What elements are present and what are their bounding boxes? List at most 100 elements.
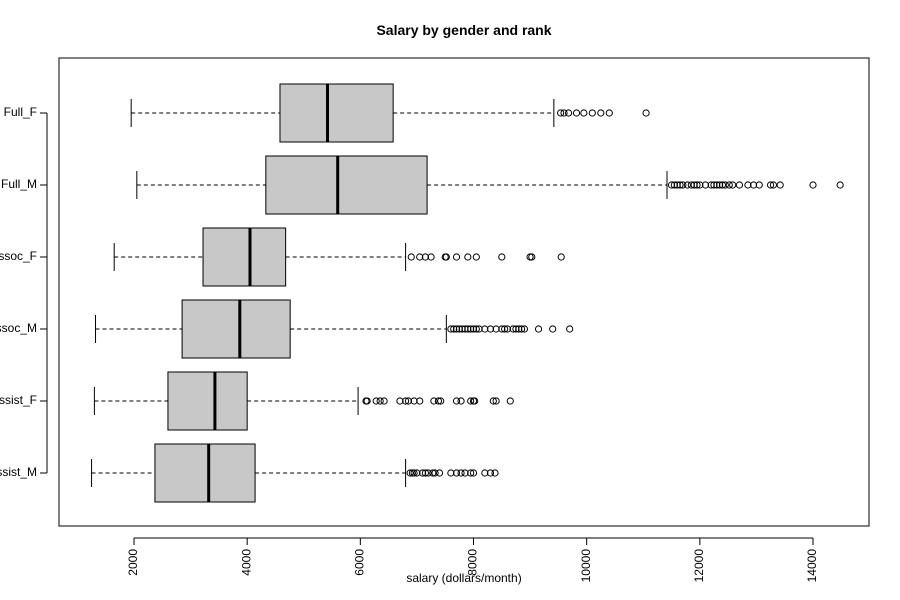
outlier-point	[776, 181, 784, 189]
outlier-point	[528, 253, 536, 261]
outlier-point	[450, 325, 458, 333]
outlier-point	[464, 325, 472, 333]
outlier-point	[472, 325, 480, 333]
outlier-point	[642, 109, 650, 117]
x-tick-label: 14000	[805, 549, 819, 583]
box-group-assist-m	[91, 443, 499, 503]
outlier-point	[670, 181, 678, 189]
outlier-point	[673, 181, 681, 189]
outlier-point	[452, 253, 461, 261]
outlier-point	[520, 325, 529, 333]
outlier-point	[729, 181, 737, 189]
outlier-point	[452, 325, 461, 333]
outlier-point	[534, 325, 543, 333]
y-axis: Full_F Full_M Assoc_F Assoc_M Assist_F Assist…	[0, 105, 48, 479]
box-group-assoc-f	[113, 227, 565, 287]
y-tick-label: Full_F	[4, 105, 37, 119]
outlier-point	[718, 181, 727, 189]
outlier-point	[588, 109, 596, 117]
outlier-point	[679, 181, 687, 189]
outlier-point	[509, 325, 517, 333]
outlier-point	[471, 397, 479, 405]
outlier-point	[416, 397, 424, 405]
outlier-point	[809, 181, 817, 189]
outlier-point	[469, 469, 478, 477]
outlier-point	[503, 325, 512, 333]
outlier-point	[676, 181, 684, 189]
x-tick-label: 2000	[126, 549, 140, 576]
x-tick-label: 4000	[239, 549, 253, 576]
y-tick-label: Assoc_F	[0, 249, 37, 263]
outlier-point	[376, 397, 384, 405]
x-axis-label: salary (dollars/month)	[406, 571, 521, 585]
iqr-box	[181, 299, 291, 359]
outlier-point	[427, 253, 435, 261]
iqr-box	[167, 371, 248, 431]
outlier-point	[506, 397, 514, 405]
outlier-point	[687, 181, 695, 189]
outlier-point	[467, 397, 475, 405]
outlier-point	[605, 109, 613, 117]
outlier-point	[489, 397, 497, 405]
outlier-point	[416, 253, 424, 261]
outlier-point	[486, 325, 495, 333]
outlier-point	[472, 253, 480, 261]
outlier-point	[467, 325, 475, 333]
chart-title: Salary by gender and rank	[376, 22, 551, 38]
outlier-point	[363, 397, 371, 405]
outlier-point	[372, 397, 380, 405]
y-tick-label: Full_M	[1, 177, 37, 191]
outlier-point	[410, 397, 418, 405]
outlier-point	[716, 181, 724, 189]
outlier-point	[491, 469, 499, 477]
outlier-point	[431, 469, 439, 477]
outlier-point	[447, 325, 455, 333]
outlier-point	[572, 109, 581, 117]
box-group-assist-f	[93, 371, 514, 431]
outlier-point	[557, 109, 565, 117]
outlier-point	[481, 325, 489, 333]
outlier-point	[481, 469, 489, 477]
outlier-point	[836, 181, 844, 189]
outlier-point	[464, 253, 472, 261]
outlier-point	[407, 253, 415, 261]
outlier-point	[721, 181, 729, 189]
outlier-point	[749, 181, 758, 189]
outlier-point	[461, 469, 469, 477]
outlier-point	[566, 325, 574, 333]
box-groups	[91, 83, 844, 503]
outlier-point	[404, 397, 413, 405]
outlier-point	[501, 325, 509, 333]
outlier-point	[710, 181, 718, 189]
outlier-point	[458, 325, 466, 333]
outlier-point	[380, 397, 388, 405]
outlier-point	[560, 109, 568, 117]
outlier-point	[744, 181, 752, 189]
outlier-point	[396, 397, 404, 405]
outlier-point	[421, 469, 430, 477]
outlier-point	[413, 469, 421, 477]
outlier-point	[498, 325, 506, 333]
outlier-point	[452, 469, 461, 477]
x-tick-label: 12000	[692, 549, 706, 583]
outlier-point	[557, 253, 565, 261]
iqr-box	[202, 227, 287, 287]
outlier-point	[766, 181, 775, 189]
outlier-point	[580, 109, 588, 117]
outlier-point	[447, 469, 455, 477]
outlier-point	[769, 181, 777, 189]
outlier-point	[755, 181, 763, 189]
outlier-point	[690, 181, 698, 189]
outlier-point	[701, 181, 710, 189]
outlier-point	[667, 181, 676, 189]
outlier-point	[564, 109, 573, 117]
outlier-point	[455, 325, 463, 333]
outlier-point	[683, 181, 691, 189]
outlier-point	[725, 181, 733, 189]
outlier-point	[549, 325, 557, 333]
outlier-point	[713, 181, 721, 189]
outlier-point	[437, 397, 445, 405]
x-tick-label: 8000	[466, 549, 480, 576]
outlier-point	[434, 397, 443, 405]
